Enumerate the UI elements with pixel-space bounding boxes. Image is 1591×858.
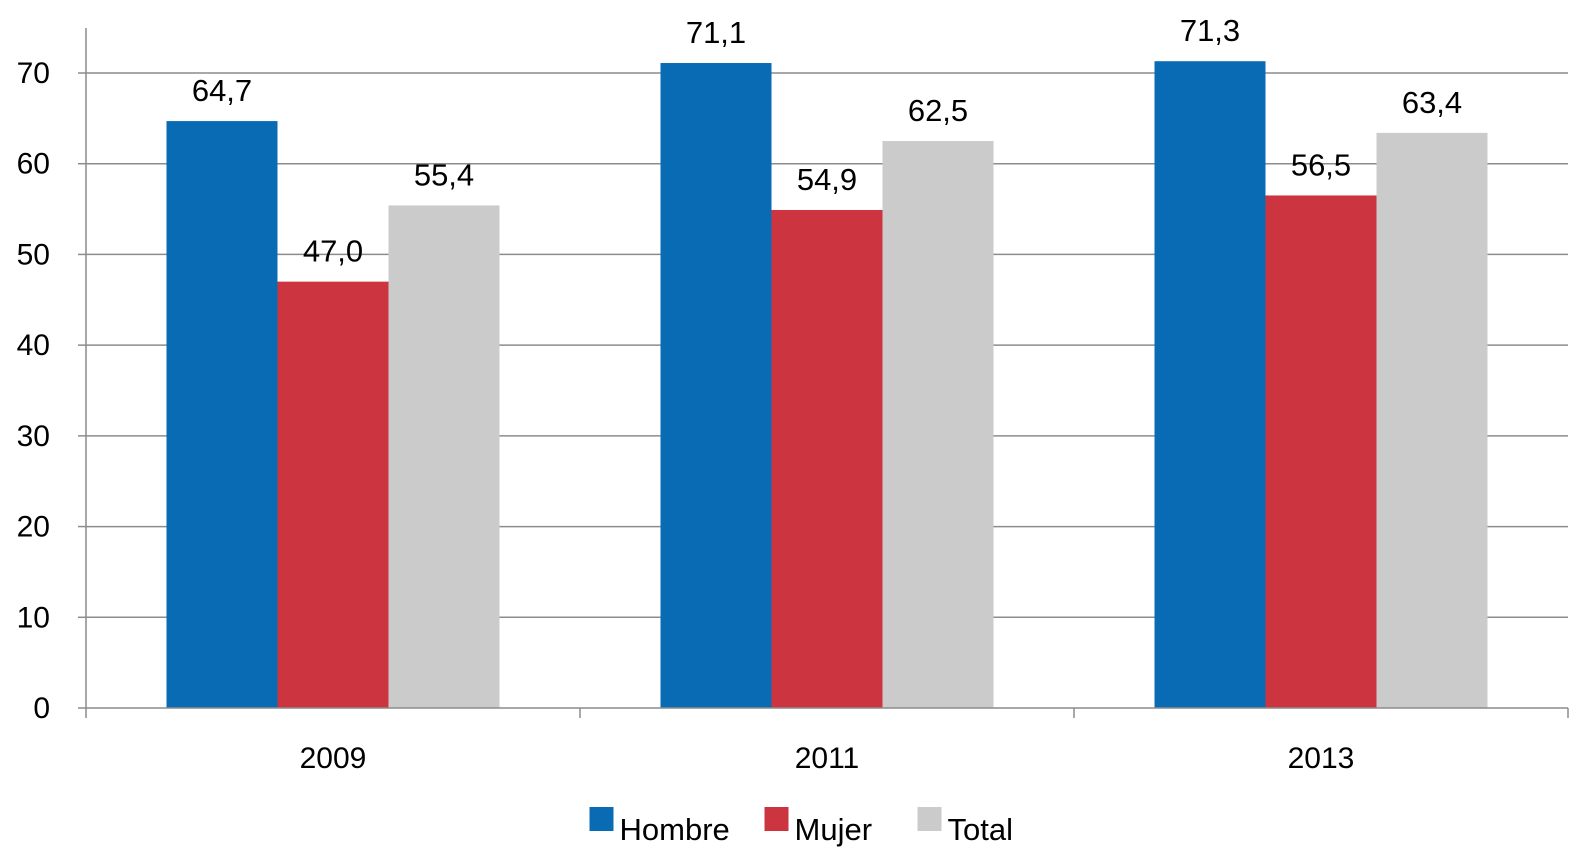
data-label-mujer-2011: 54,9: [797, 162, 857, 197]
x-tick-label-2013: 2013: [1288, 742, 1355, 775]
bar-hombre-2009: [166, 121, 278, 709]
legend-label-total: Total: [948, 812, 1013, 847]
legend-label-hombre: Hombre: [620, 812, 730, 847]
legend-swatch-mujer: [764, 807, 789, 831]
bar-mujer-2009: [277, 281, 389, 708]
data-label-total-2011: 62,5: [908, 93, 968, 128]
bar-total-2009: [388, 205, 500, 708]
y-tick-label: 40: [17, 329, 50, 362]
legend: Hombre Mujer Total: [589, 807, 1013, 847]
y-tick-label: 30: [17, 420, 50, 453]
legend-label-mujer: Mujer: [795, 812, 873, 847]
x-tick-label-2009: 2009: [300, 742, 367, 775]
data-label-mujer-2013: 56,5: [1291, 147, 1351, 182]
legend-swatch-total: [917, 807, 942, 831]
data-label-total-2009: 55,4: [414, 157, 474, 192]
bar-total-2011: [882, 141, 994, 709]
data-label-hombre-2009: 64,7: [192, 73, 252, 108]
axes: 0 10 20 30 40 50 60 70 2009 2011 2013: [17, 28, 1569, 775]
data-labels: 64,7 47,0 55,4 71,1 54,9 62,5 71,3 56,5 63,4: [192, 13, 1462, 268]
bar-hombre-2013: [1154, 61, 1266, 708]
bar-mujer-2011: [771, 209, 883, 708]
data-label-total-2013: 63,4: [1402, 85, 1462, 120]
legend-swatch-hombre: [589, 807, 614, 831]
data-label-hombre-2013: 71,3: [1180, 13, 1240, 48]
y-tick-label: 70: [17, 57, 50, 90]
y-tick-label: 10: [17, 601, 50, 634]
y-tick-label: 60: [17, 148, 50, 181]
y-tick-label: 20: [17, 511, 50, 544]
data-label-mujer-2009: 47,0: [303, 234, 363, 269]
bars: [166, 61, 1488, 709]
x-tick-label-2011: 2011: [795, 742, 860, 775]
bar-total-2013: [1376, 132, 1488, 708]
y-tick-label: 0: [33, 692, 50, 725]
bar-mujer-2013: [1265, 195, 1377, 708]
data-label-hombre-2011: 71,1: [686, 15, 746, 50]
y-tick-label: 50: [17, 238, 50, 271]
bar-hombre-2011: [660, 63, 772, 709]
